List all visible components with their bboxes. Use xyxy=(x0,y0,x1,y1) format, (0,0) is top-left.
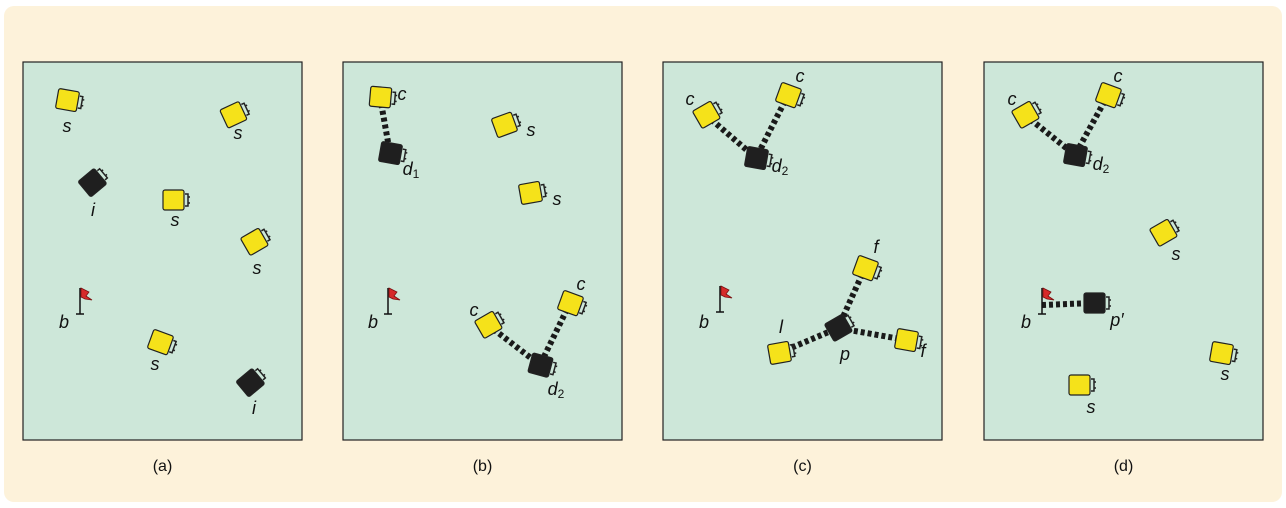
robot-body xyxy=(744,146,768,169)
label: b xyxy=(59,312,69,332)
label-subscript: 1 xyxy=(413,167,420,181)
robot-body xyxy=(1069,375,1090,395)
robot-body xyxy=(55,88,79,111)
label: p xyxy=(839,344,850,364)
label: s xyxy=(1172,244,1181,264)
robot-body xyxy=(1209,341,1233,364)
robot-body xyxy=(369,86,392,108)
robot-body xyxy=(1063,143,1087,166)
caption: (c) xyxy=(793,458,812,475)
caption: (d) xyxy=(1114,458,1134,475)
label: s xyxy=(63,116,72,136)
label: b xyxy=(368,312,378,332)
caption: (a) xyxy=(153,458,173,475)
label: s xyxy=(151,354,160,374)
robot-body xyxy=(894,328,918,351)
label: c xyxy=(796,66,805,86)
robot-body xyxy=(518,181,542,204)
label-subscript: 2 xyxy=(1103,162,1110,176)
label: c xyxy=(398,84,407,104)
label: s xyxy=(553,189,562,209)
caption: (b) xyxy=(473,458,493,475)
label: s xyxy=(253,258,262,278)
label: c xyxy=(1008,89,1017,109)
label: s xyxy=(234,123,243,143)
label: c xyxy=(470,300,479,320)
label: s xyxy=(1087,397,1096,417)
robot-body xyxy=(767,341,791,364)
label: s xyxy=(527,120,536,140)
figure: ssissbsi(a)cd1ssbccd2(b)ccd2fbplf(c)ccd2… xyxy=(0,0,1286,508)
label: s xyxy=(171,210,180,230)
label: s xyxy=(1221,364,1230,384)
label: c xyxy=(686,89,695,109)
label: c xyxy=(577,274,586,294)
label: c xyxy=(1114,66,1123,86)
robot-body xyxy=(378,141,402,164)
label: p′ xyxy=(1109,310,1124,330)
label: b xyxy=(1021,312,1031,332)
label: b xyxy=(699,312,709,332)
robot-body xyxy=(1084,293,1105,313)
label-subscript: 2 xyxy=(782,164,789,178)
label-subscript: 2 xyxy=(558,387,565,401)
robot-body xyxy=(163,190,184,210)
